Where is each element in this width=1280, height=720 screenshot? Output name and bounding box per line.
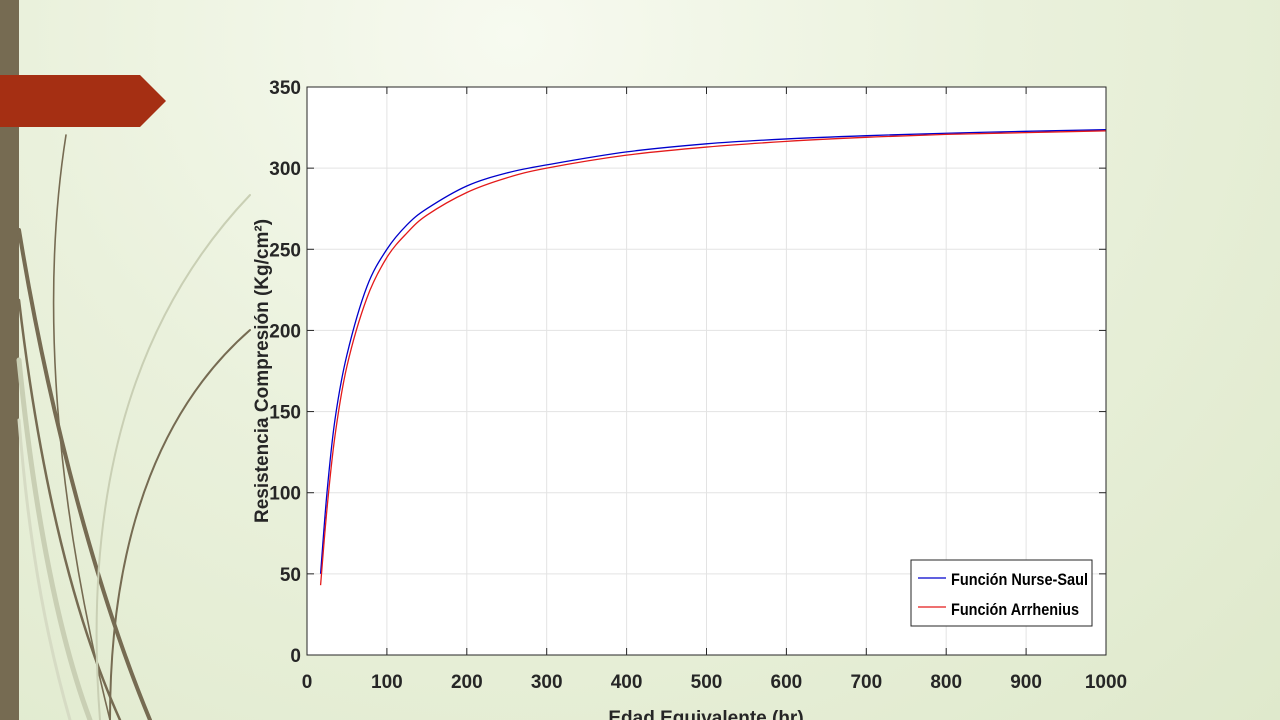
x-tick-label: 300	[531, 672, 563, 693]
y-tick-label: 350	[269, 78, 301, 99]
x-tick-label: 600	[771, 672, 803, 693]
y-axis-title: Resistencia Compresión (Kg/cm²)	[252, 219, 273, 523]
y-tick-label: 200	[269, 321, 301, 342]
x-tick-label: 0	[302, 672, 313, 693]
y-tick-label: 0	[290, 646, 301, 667]
legend-box	[910, 559, 1093, 627]
decorative-swooshes	[16, 134, 251, 720]
left-sidebar-bar	[0, 0, 19, 720]
x-tick-label: 900	[1010, 672, 1042, 693]
data-series	[319, 129, 1107, 586]
legend-label-nurse-saul: Función Nurse-Saul	[951, 570, 1088, 589]
x-tick-label: 400	[611, 672, 643, 693]
y-tick-label: 50	[280, 565, 301, 586]
x-tick-label: 1000	[1085, 672, 1127, 693]
y-tick-label: 300	[269, 159, 301, 180]
axis-ticks: 0 100 200 300 400 500 600 700 800 900 1000 0 50 100 15…	[269, 78, 1127, 693]
legend: Función Nurse-Saul Función Arrhenius	[910, 559, 1093, 627]
x-tick-label: 800	[930, 672, 962, 693]
x-tick-label: 200	[451, 672, 483, 693]
x-tick-label: 100	[371, 672, 403, 693]
y-tick-label: 150	[269, 403, 301, 424]
x-tick-label: 700	[850, 672, 882, 693]
legend-label-arrhenius: Función Arrhenius	[951, 600, 1079, 619]
title-accent-arrow	[0, 75, 166, 127]
series-line-nurse-saul	[319, 129, 1107, 574]
x-tick-label: 500	[691, 672, 723, 693]
x-axis-title: Edad Equivalente (hr)	[608, 708, 803, 720]
y-tick-label: 250	[269, 240, 301, 261]
y-tick-label: 100	[269, 484, 301, 505]
series-line-arrhenius	[319, 130, 1107, 586]
